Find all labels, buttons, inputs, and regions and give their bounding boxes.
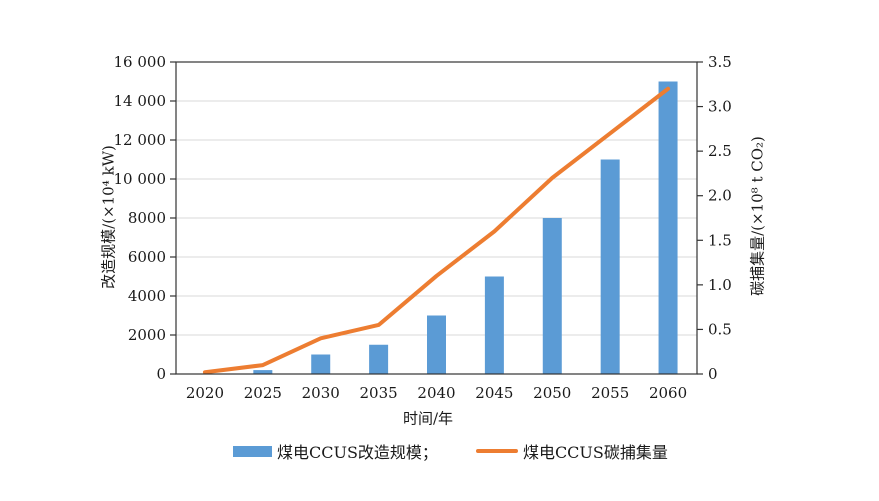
left-axis-tick-label: 0: [156, 365, 166, 383]
left-axis-tick-label: 14 000: [114, 92, 167, 110]
left-axis-tick-label: 8000: [128, 209, 166, 227]
left-axis-tick-label: 2000: [128, 326, 166, 344]
x-axis-tick-label: 2035: [360, 384, 398, 402]
right-axis-tick-label: 0: [708, 365, 718, 383]
left-axis-title: 改造规模/(×10⁴ kW): [99, 145, 118, 289]
right-axis-tick-label: 2.0: [708, 187, 732, 205]
bar-2055: [600, 159, 620, 374]
x-axis-tick-label: 2030: [302, 384, 340, 402]
right-axis-title: 碳捕集量/(×10⁸ t CO₂): [748, 136, 767, 296]
legend-bar-label: 煤电CCUS改造规模；: [277, 443, 438, 462]
bar-2035: [369, 344, 389, 374]
carbon-capture-line: [202, 86, 671, 375]
left-axis-tick-label: 10 000: [114, 170, 167, 188]
bar-2040: [427, 315, 446, 374]
x-axis-tick-label: 2055: [591, 384, 629, 402]
x-axis-tick-label: 2040: [417, 384, 455, 402]
left-axis-tick-label: 6000: [128, 248, 166, 266]
right-axis-tick-label: 0.5: [708, 320, 732, 338]
x-axis-tick-label: 2050: [533, 384, 571, 402]
right-axis-tick-label: 3.5: [708, 53, 732, 71]
left-axis-tick-label: 16 000: [114, 53, 167, 71]
legend-line-label: 煤电CCUS碳捕集量: [522, 443, 668, 462]
right-axis-tick-label: 1.0: [708, 276, 732, 294]
bar-2060: [658, 81, 678, 374]
bar-2025: [253, 370, 273, 374]
bar-2045: [484, 276, 504, 374]
x-axis-tick-label: 2025: [244, 384, 282, 402]
left-axis-tick-label: 4000: [128, 287, 166, 305]
bar-2050: [542, 218, 562, 374]
right-axis-tick-label: 2.5: [708, 142, 732, 160]
legend-bar-swatch-icon: [233, 445, 272, 457]
legend-line-swatch-icon: [475, 449, 518, 453]
legend: 煤电CCUS改造规模； 煤电CCUS碳捕集量: [233, 441, 668, 462]
x-axis-tick-label: 2045: [475, 384, 513, 402]
x-axis-tick-label: 2060: [649, 384, 687, 402]
x-axis-tick-label: 2020: [186, 384, 224, 402]
x-axis-title: 时间/年: [402, 409, 454, 428]
left-axis-tick-label: 12 000: [114, 131, 167, 149]
bar-2030: [311, 354, 331, 374]
right-axis-tick-label: 3.0: [708, 98, 732, 116]
right-axis-tick-label: 1.5: [708, 231, 732, 249]
